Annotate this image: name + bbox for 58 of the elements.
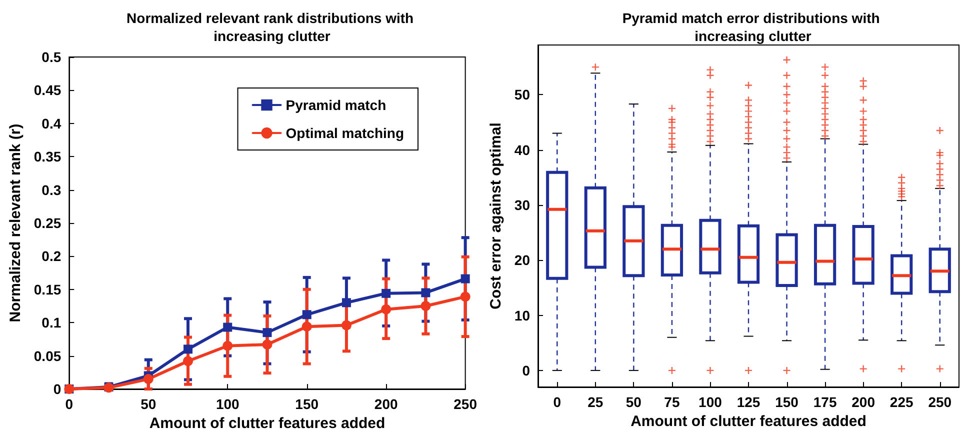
x-tick-label: 150: [775, 394, 799, 410]
x-tick-label: 25: [588, 394, 604, 410]
y-tick-label: 0.5: [42, 49, 62, 65]
y-tick-label: 0.25: [34, 215, 62, 231]
point: [143, 374, 154, 384]
x-tick-label: 0: [65, 396, 74, 412]
point: [223, 322, 232, 332]
x-tick-label: 150: [295, 396, 319, 412]
y-tick-label: 0.2: [42, 248, 62, 264]
y-tick-label: 0.4: [42, 115, 62, 132]
y-tick-label: 20: [514, 252, 530, 268]
x-axis-title: Amount of clutter features added: [630, 412, 866, 430]
y-tick-label: 0: [522, 362, 530, 378]
point: [460, 292, 470, 302]
x-tick-label: 125: [736, 394, 760, 410]
chart-title: Pyramid match error distributions with increasing clutter: [622, 10, 884, 44]
legend-label: Optimal matching: [286, 125, 404, 141]
x-tick-label: 250: [928, 394, 952, 410]
y-tick-label: 0.1: [42, 314, 62, 331]
point: [342, 298, 351, 308]
point: [460, 274, 470, 284]
x-tick-label: 200: [852, 394, 876, 410]
y-axis-title: Cost error against optimal: [488, 122, 505, 310]
point: [222, 340, 233, 351]
y-tick-label: 0.15: [34, 281, 62, 298]
x-tick-label: 50: [140, 396, 156, 412]
y-tick-label: 30: [514, 196, 530, 213]
x-tick-label: 0: [553, 394, 562, 410]
legend-label: Pyramid match: [286, 97, 386, 113]
x-tick-label: 75: [664, 394, 680, 410]
x-tick-label: 225: [890, 394, 914, 410]
x-tick-label: 100: [698, 394, 722, 410]
chart-title: Normalized relevant rank distributions with increasing clutter: [126, 10, 418, 44]
x-tick-label: 50: [626, 394, 642, 410]
point: [183, 356, 193, 366]
x-tick-label: 175: [813, 394, 837, 410]
y-tick-label: 0.3: [42, 182, 62, 198]
point: [382, 288, 391, 298]
x-tick-label: 250: [454, 396, 478, 412]
point: [302, 322, 312, 332]
y-axis-title: Normalized relevant rank (r): [7, 124, 24, 322]
point: [184, 344, 192, 354]
y-tick-label: 10: [514, 307, 530, 324]
point: [262, 328, 272, 338]
point: [381, 304, 392, 314]
x-axis-title: Amount of clutter features added: [149, 414, 386, 432]
point: [420, 301, 431, 311]
y-tick-label: 0.35: [34, 148, 62, 165]
point: [302, 310, 312, 320]
y-tick-label: 0: [53, 381, 62, 397]
y-tick-label: 40: [514, 142, 530, 158]
x-tick-label: 200: [374, 396, 398, 412]
y-tick-label: 0.05: [34, 348, 62, 364]
point: [262, 340, 272, 350]
point: [421, 288, 430, 298]
y-tick-label: 50: [514, 86, 530, 103]
y-tick-label: 0.45: [34, 82, 62, 98]
x-tick-label: 100: [216, 396, 240, 412]
